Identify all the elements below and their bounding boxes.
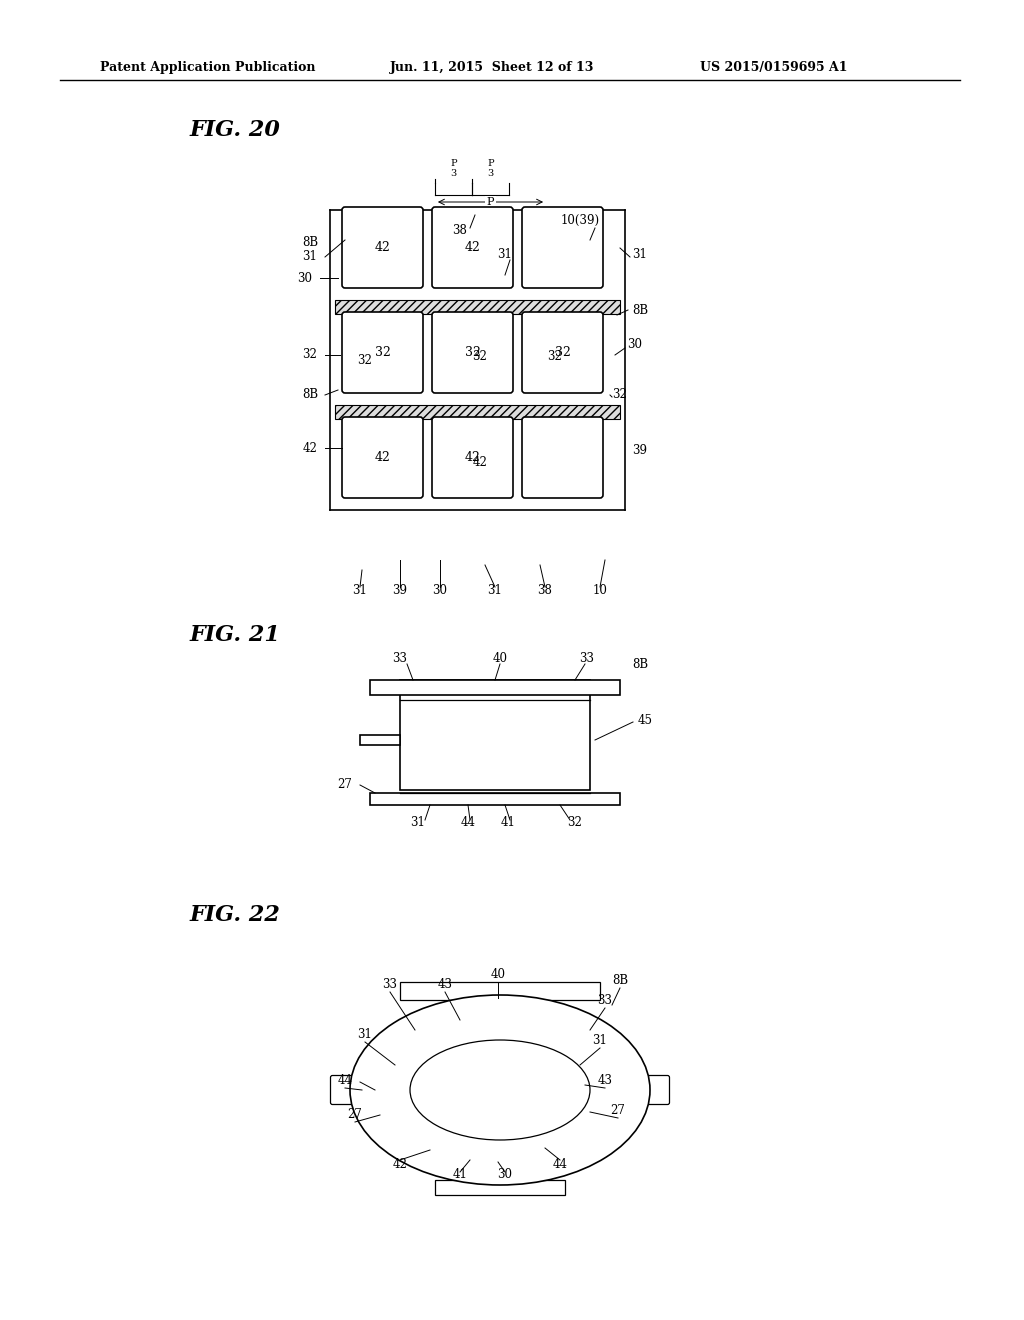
Text: 31: 31	[487, 583, 503, 597]
Text: 31: 31	[302, 251, 317, 264]
Text: Jun. 11, 2015  Sheet 12 of 13: Jun. 11, 2015 Sheet 12 of 13	[390, 62, 594, 74]
Text: 43: 43	[597, 1073, 612, 1086]
Text: 42: 42	[465, 451, 480, 465]
Text: 33: 33	[597, 994, 612, 1006]
FancyBboxPatch shape	[432, 207, 513, 288]
Text: 30: 30	[628, 338, 642, 351]
Text: 42: 42	[375, 451, 390, 465]
Text: 30: 30	[498, 1168, 512, 1181]
Bar	[360, 735, 400, 744]
Text: 43: 43	[437, 978, 453, 991]
Text: 27: 27	[347, 1109, 362, 1122]
Text: 31: 31	[411, 816, 425, 829]
Text: 41: 41	[501, 816, 515, 829]
Text: 27: 27	[610, 1104, 626, 1117]
Bar	[400, 982, 600, 1001]
Text: 30: 30	[298, 272, 312, 285]
Bar	[370, 793, 620, 805]
Text: 38: 38	[453, 223, 467, 236]
Text: 33: 33	[392, 652, 408, 664]
Text: 31: 31	[593, 1034, 607, 1047]
Text: 42: 42	[375, 242, 390, 253]
FancyBboxPatch shape	[342, 417, 423, 498]
Text: P
3: P 3	[451, 158, 457, 178]
Text: 27: 27	[338, 779, 352, 792]
FancyBboxPatch shape	[522, 207, 603, 288]
Text: 44: 44	[553, 1159, 567, 1172]
Text: P
3: P 3	[487, 158, 494, 178]
Text: 32: 32	[465, 346, 480, 359]
Text: P: P	[486, 197, 495, 207]
Text: 10(39): 10(39)	[560, 214, 600, 227]
Text: 38: 38	[538, 583, 552, 597]
Text: 44: 44	[461, 816, 475, 829]
Text: 45: 45	[638, 714, 652, 726]
FancyBboxPatch shape	[631, 1076, 670, 1105]
Bar	[370, 680, 620, 696]
Bar	[335, 405, 620, 418]
Text: 31: 31	[498, 248, 512, 261]
Text: 32: 32	[548, 351, 562, 363]
Text: 31: 31	[633, 248, 647, 261]
Ellipse shape	[410, 1040, 590, 1140]
Text: 31: 31	[357, 1028, 373, 1041]
FancyBboxPatch shape	[432, 312, 513, 393]
Text: 32: 32	[567, 816, 583, 829]
Text: 32: 32	[555, 346, 570, 359]
Text: FIG. 22: FIG. 22	[190, 904, 281, 927]
Bar	[335, 300, 620, 314]
Text: 44: 44	[338, 1073, 352, 1086]
Text: 8B: 8B	[612, 974, 628, 986]
Text: FIG. 20: FIG. 20	[190, 119, 281, 141]
FancyBboxPatch shape	[342, 207, 423, 288]
Text: 32: 32	[302, 348, 317, 362]
Text: 32: 32	[375, 346, 390, 359]
Text: 30: 30	[432, 583, 447, 597]
Bar	[435, 1180, 565, 1195]
Text: 40: 40	[490, 969, 506, 982]
Text: 32: 32	[612, 388, 628, 401]
Text: 32: 32	[357, 354, 373, 367]
Text: 42: 42	[465, 242, 480, 253]
Ellipse shape	[350, 995, 650, 1185]
Text: 39: 39	[392, 583, 408, 597]
Text: 8B: 8B	[302, 388, 318, 401]
Text: US 2015/0159695 A1: US 2015/0159695 A1	[700, 62, 848, 74]
Text: FIG. 21: FIG. 21	[190, 624, 281, 645]
Text: 33: 33	[383, 978, 397, 991]
FancyBboxPatch shape	[522, 312, 603, 393]
FancyBboxPatch shape	[432, 417, 513, 498]
Bar	[400, 680, 590, 789]
Text: 8B: 8B	[632, 304, 648, 317]
Text: 40: 40	[493, 652, 508, 664]
Text: 42: 42	[392, 1159, 408, 1172]
Text: Patent Application Publication: Patent Application Publication	[100, 62, 315, 74]
FancyBboxPatch shape	[342, 312, 423, 393]
Text: 8B: 8B	[632, 659, 648, 672]
FancyBboxPatch shape	[522, 417, 603, 498]
Text: 32: 32	[472, 351, 487, 363]
Text: 41: 41	[453, 1168, 467, 1181]
Text: 42: 42	[472, 457, 487, 470]
Text: 42: 42	[302, 441, 317, 454]
Text: 33: 33	[580, 652, 595, 664]
Text: 31: 31	[352, 583, 368, 597]
Text: 10: 10	[593, 583, 607, 597]
FancyBboxPatch shape	[331, 1076, 370, 1105]
Text: 8B: 8B	[302, 235, 318, 248]
Text: 39: 39	[633, 444, 647, 457]
